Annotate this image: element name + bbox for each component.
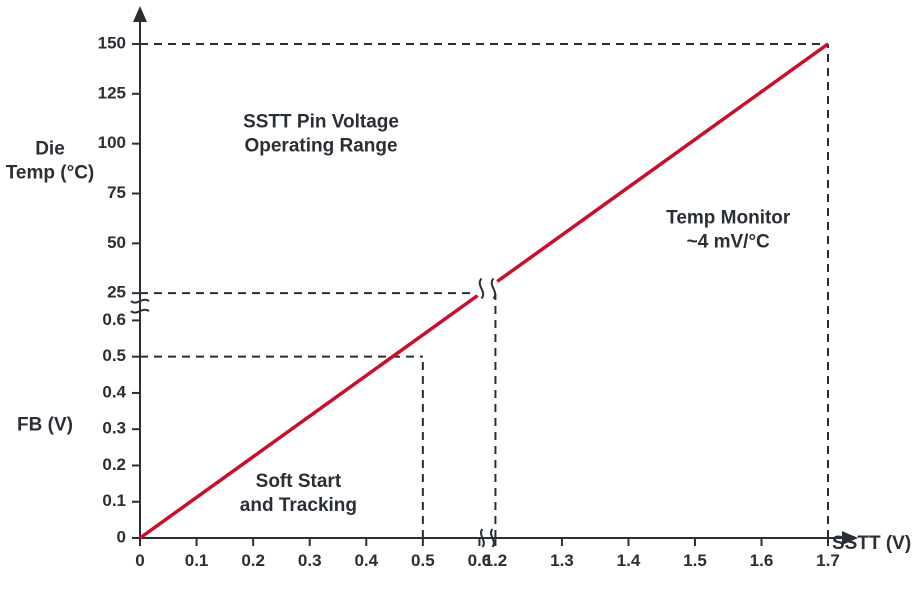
x-tick-label: 1.3 [550, 551, 574, 570]
y-axis-arrow [133, 6, 147, 22]
anno-range-l1: SSTT Pin Voltage [243, 112, 399, 133]
x-tick-label: 1.6 [750, 551, 774, 570]
y-tick-label: 0.4 [102, 382, 126, 401]
line-break-mask [472, 273, 503, 304]
chart-svg: 00.10.20.30.40.50.61.21.31.41.51.61.7SST… [0, 0, 916, 591]
y-tick-label: 0.3 [102, 419, 126, 438]
y-tick-label: 0.5 [102, 346, 126, 365]
x-tick-label: 0.2 [241, 551, 265, 570]
x-tick-label: 1.2 [484, 551, 508, 570]
anno-range-l2: Operating Range [244, 136, 397, 157]
y-tick-label: 0 [117, 527, 126, 546]
anno-monitor-l1: Temp Monitor [666, 207, 791, 228]
y-axis-upper-label-l2: Temp (°C) [6, 163, 95, 184]
y-tick-label: 0.6 [102, 310, 126, 329]
x-tick-label: 0.5 [411, 551, 435, 570]
x-tick-label: 0.4 [354, 551, 378, 570]
y-tick-label: 25 [107, 283, 126, 302]
anno-softstart-l2: and Tracking [240, 495, 357, 516]
y-tick-label: 100 [98, 133, 126, 152]
chart-root: { "chart": { "type": "line", "canvas": {… [0, 0, 916, 591]
x-tick-label: 1.4 [617, 551, 641, 570]
y-tick-label: 0.2 [102, 455, 126, 474]
y-tick-label: 150 [98, 33, 126, 52]
y-tick-label: 125 [98, 83, 126, 102]
x-tick-label: 0.1 [185, 551, 209, 570]
y-axis-upper-label-l1: Die [35, 139, 65, 160]
y-tick-label: 75 [107, 183, 126, 202]
x-tick-label: 1.5 [683, 551, 707, 570]
y-tick-label: 50 [107, 233, 126, 252]
x-tick-label: 0.3 [298, 551, 322, 570]
x-tick-label: 0 [135, 551, 144, 570]
y-tick-label: 0.1 [102, 491, 126, 510]
x-axis-label: SSTT (V) [832, 533, 911, 554]
y-axis-lower-label: FB (V) [17, 415, 73, 436]
anno-softstart-l1: Soft Start [256, 471, 342, 492]
anno-monitor-l2: ~4 mV/°C [687, 231, 770, 252]
